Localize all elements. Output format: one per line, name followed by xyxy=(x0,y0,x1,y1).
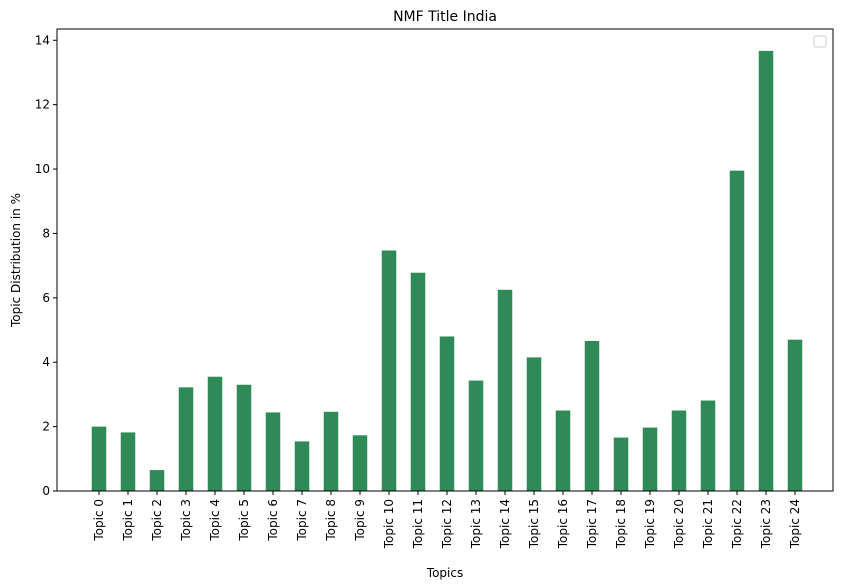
x-tick-label: Topic 21 xyxy=(701,499,715,549)
x-tick-label: Topic 7 xyxy=(295,499,309,542)
bar-topic-13 xyxy=(468,380,484,491)
x-tick-label: Topic 13 xyxy=(469,499,483,549)
y-tick-label: 12 xyxy=(35,98,50,112)
bar-topic-1 xyxy=(120,432,136,491)
y-tick-label: 4 xyxy=(42,355,50,369)
bar-topic-19 xyxy=(642,427,658,491)
bar-topic-9 xyxy=(352,435,368,491)
x-tick-label: Topic 1 xyxy=(121,499,135,542)
y-axis: 0 2 4 6 8 10 12 14 xyxy=(35,33,57,498)
x-tick-label: Topic 5 xyxy=(237,499,251,542)
plot-frame xyxy=(56,28,834,492)
x-tick-label: Topic 22 xyxy=(730,499,744,549)
bar-topic-21 xyxy=(700,400,716,491)
bar-topic-18 xyxy=(613,437,629,491)
bar-topic-23 xyxy=(758,50,774,492)
x-tick-label: Topic 11 xyxy=(411,499,425,549)
x-tick-label: Topic 12 xyxy=(440,499,454,549)
y-tick-label: 2 xyxy=(42,420,50,434)
y-axis-title: Topic Distribution in % xyxy=(9,193,23,328)
bar-topic-5 xyxy=(236,384,252,491)
bar-topic-7 xyxy=(294,441,310,491)
y-tick-label: 14 xyxy=(35,33,50,47)
bar-topic-14 xyxy=(497,289,513,491)
x-tick-label: Topic 3 xyxy=(179,499,193,542)
y-tick-label: 0 xyxy=(42,484,50,498)
x-tick-label: Topic 10 xyxy=(382,499,396,549)
x-tick-label: Topic 24 xyxy=(788,499,802,549)
bars xyxy=(91,50,803,492)
bar-topic-3 xyxy=(178,387,194,491)
y-tick-label: 8 xyxy=(42,226,50,240)
x-axis: Topic 0 Topic 1 Topic 2 Topic 3 Topic 4 Topic… xyxy=(92,491,802,549)
x-tick-label: Topic 20 xyxy=(672,499,686,549)
plot-area: 0 2 4 6 8 10 12 14 Topic 0 Topic 1 Topic 2 Topic 3… xyxy=(35,28,834,549)
bar-topic-4 xyxy=(207,376,223,491)
x-tick-label: Topic 16 xyxy=(556,499,570,549)
bar-topic-15 xyxy=(526,357,542,491)
x-tick-label: Topic 15 xyxy=(527,499,541,549)
x-tick-label: Topic 17 xyxy=(585,499,599,549)
x-tick-label: Topic 6 xyxy=(266,499,280,542)
legend-box xyxy=(813,35,827,48)
x-tick-label: Topic 23 xyxy=(759,499,773,549)
x-tick-label: Topic 2 xyxy=(150,499,164,542)
bar-topic-12 xyxy=(439,336,455,491)
y-tick-label: 6 xyxy=(42,291,50,305)
bar-topic-16 xyxy=(555,410,571,491)
x-tick-label: Topic 9 xyxy=(353,499,367,542)
y-tick-label: 10 xyxy=(35,162,50,176)
bar-topic-24 xyxy=(787,339,803,491)
bar-topic-2 xyxy=(149,470,165,491)
x-tick-label: Topic 0 xyxy=(92,499,106,542)
bar-topic-22 xyxy=(729,170,745,491)
x-tick-label: Topic 4 xyxy=(208,499,222,542)
bar-topic-20 xyxy=(671,410,687,491)
bar-topic-17 xyxy=(584,340,600,491)
bar-topic-6 xyxy=(265,412,281,491)
chart-title: NMF Title India xyxy=(393,9,497,25)
x-tick-label: Topic 8 xyxy=(324,499,338,542)
bar-topic-11 xyxy=(410,272,426,491)
x-tick-label: Topic 19 xyxy=(643,499,657,549)
x-axis-title: Topics xyxy=(426,566,463,580)
bar-topic-0 xyxy=(91,426,107,491)
bar-topic-8 xyxy=(323,411,339,491)
bar-topic-10 xyxy=(381,250,397,491)
x-tick-label: Topic 14 xyxy=(498,499,512,549)
x-tick-label: Topic 18 xyxy=(614,499,628,549)
